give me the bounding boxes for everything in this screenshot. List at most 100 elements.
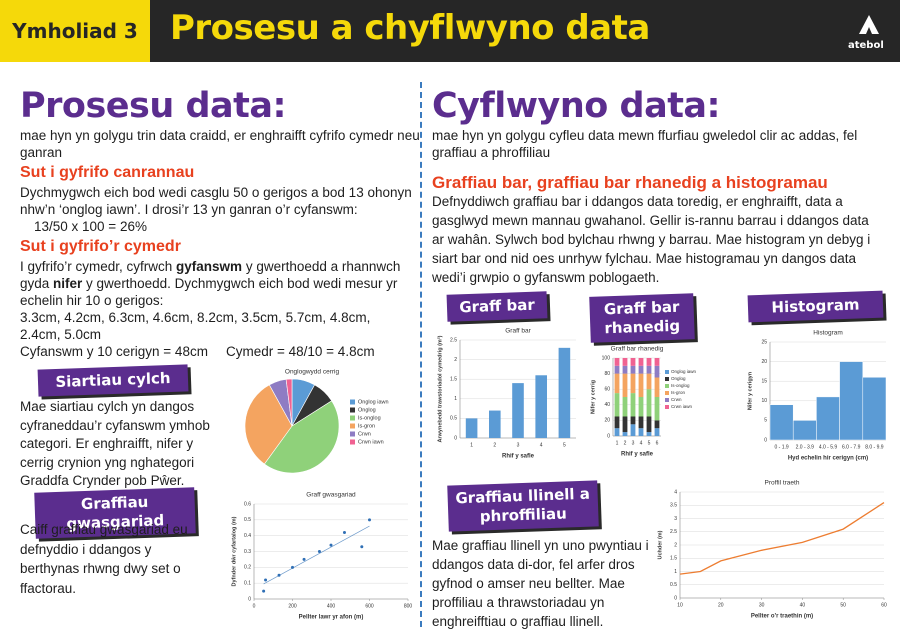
header-bar	[0, 0, 900, 62]
legend-label: Crwn	[671, 397, 682, 402]
stacked-bar-segment	[654, 358, 660, 366]
paragraph: Mae graffiau llinell yn uno pwyntiau i d…	[432, 538, 649, 629]
legend-swatch	[665, 391, 669, 395]
legend-label: Crwn iawn	[671, 404, 693, 409]
bold-run: gyfanswm	[176, 259, 243, 274]
y-tick-label: 5	[764, 418, 767, 424]
stacked-bar-segment	[614, 373, 620, 394]
x-tick-label: 4	[640, 440, 643, 446]
section-heading: Cyflwyno data:	[432, 86, 721, 126]
scatter-point	[302, 557, 306, 561]
y-tick-label: 0.1	[244, 580, 251, 586]
chart-title: Proffil traeth	[765, 480, 800, 487]
stacked-bar-segment	[638, 358, 644, 366]
divider	[420, 82, 422, 627]
y-axis-label: Uchder (m)	[657, 530, 663, 559]
result: Cymedr = 48/10 = 4.8cm	[226, 344, 375, 359]
paragraph: Mae siartiau cylch yn dangos cyfraneddau…	[20, 399, 210, 488]
scatter-point	[277, 573, 281, 577]
bar	[489, 410, 501, 438]
stacked-bar-segment	[654, 420, 660, 429]
scatter-point	[291, 565, 294, 569]
stacked-bar-segment	[622, 358, 628, 366]
y-tick-label: 20	[761, 359, 767, 365]
subheading: Sut i gyfrifo canrannau	[20, 164, 195, 181]
x-tick-label: 10	[677, 602, 683, 608]
bold-run: nifer	[53, 276, 83, 291]
stacked-bar-segment	[646, 416, 652, 433]
histogram-bar	[792, 420, 817, 441]
chart-title: Histogram	[813, 330, 843, 337]
stacked-bar-segment	[614, 358, 620, 366]
histogram-bar	[839, 361, 864, 441]
stacked-bar-segment	[630, 424, 636, 436]
text-run: I gyfrifo’r cymedr, cyfrwch	[20, 259, 177, 274]
stacked-bar-segment	[630, 393, 636, 417]
badge: Ymholiad 3	[0, 0, 150, 62]
legend-label: Onglog iawn	[358, 399, 389, 405]
x-tick-label: 5	[563, 442, 566, 448]
stacked-bar-segment	[654, 397, 660, 421]
paragraph: I gyfrifo’r cymedr, cyfrwch gyfanswm y g…	[20, 258, 415, 309]
y-tick-label: 4	[674, 489, 677, 495]
legend-swatch	[350, 423, 355, 429]
stacked-bar-segment	[638, 397, 644, 417]
y-tick-label: 0	[454, 435, 457, 441]
stacked-bar-segment	[622, 397, 628, 417]
bar-chart: Graff bar 0 0.5 1 1.5 2 2.5 Arwynebedd trawstor…	[436, 328, 576, 460]
bar	[558, 347, 571, 438]
legend-label: Is-onglog	[671, 383, 690, 388]
x-axis-label: Pellter lawr yr afon (m)	[299, 615, 364, 621]
legend-swatch	[350, 439, 355, 445]
legend-label: Crwn	[358, 431, 371, 437]
histogram-chart: Histogram 0 5 10 15 20 25 Nifer y cerigyn Hyd ec…	[747, 330, 887, 462]
chart-title: Graff gwasgariad	[306, 492, 356, 499]
legend-label: Onglog	[358, 407, 376, 413]
chart-title: Graff bar rhanedig	[611, 346, 664, 353]
x-tick-label: 40	[800, 602, 806, 608]
y-tick-label: 1.5	[670, 556, 677, 562]
x-tick-label: 3	[517, 442, 520, 448]
page-title: Prosesu a chyflwyno data	[170, 8, 650, 48]
pie-slice	[263, 400, 340, 474]
stacked-bar-segment	[646, 358, 652, 366]
y-tick-label: 1	[454, 396, 457, 402]
x-tick-label: 4.0 - 5.9	[819, 444, 838, 450]
y-axis-label: Arwynebedd trawstoriadol cymedrig (m²)	[436, 335, 443, 442]
stacked-bar-segment	[622, 432, 628, 436]
logo-icon	[859, 15, 879, 34]
x-tick-label: 6.0 - 7.9	[842, 444, 861, 450]
paragraph: Defnyddiwch graffiau bar i ddangos data …	[432, 194, 871, 285]
legend-swatch	[350, 407, 355, 413]
total: Cyfanswm y 10 cerigyn = 48cm	[20, 344, 208, 359]
paragraph: Dychmygwch eich bod wedi casglu 50 o ger…	[20, 185, 412, 217]
x-tick-label: 2.0 - 3.9	[796, 444, 815, 450]
stacked-bar-segment	[614, 428, 620, 436]
label-banner: Histogram	[747, 290, 884, 323]
stacked-bar-segment	[630, 416, 636, 425]
bar	[512, 383, 524, 438]
section-heading: Prosesu data:	[20, 86, 286, 126]
measurements: 3.3cm, 4.2cm, 6.3cm, 4.6cm, 8.2cm, 3.5cm…	[20, 310, 371, 342]
y-tick-label: 2.5	[670, 529, 677, 535]
x-tick-label: 20	[718, 602, 724, 608]
legend-swatch	[350, 431, 355, 437]
y-tick-label: 1	[674, 569, 677, 575]
stacked-bar-segment	[638, 365, 644, 374]
x-tick-label: 2	[624, 440, 627, 446]
x-tick-label: 400	[327, 603, 336, 609]
stacked-bar-segment	[614, 416, 620, 429]
histogram-bar	[862, 377, 887, 441]
legend-swatch	[350, 415, 355, 421]
y-tick-label: 0.4	[244, 533, 251, 539]
x-tick-label: 800	[404, 603, 413, 609]
stacked-bar-segment	[614, 365, 620, 374]
y-tick-label: 3	[674, 516, 677, 522]
y-axis-label: Nifer y cerigyn	[747, 371, 753, 410]
y-tick-label: 0.2	[244, 565, 251, 571]
x-axis-label: Hyd echelin hir cerigyn (cm)	[788, 456, 868, 462]
legend-label: Is-onglog	[358, 415, 381, 421]
intro: mae hyn yn golygu trin data craidd, er e…	[20, 128, 420, 160]
y-tick-label: 2.5	[450, 337, 457, 343]
